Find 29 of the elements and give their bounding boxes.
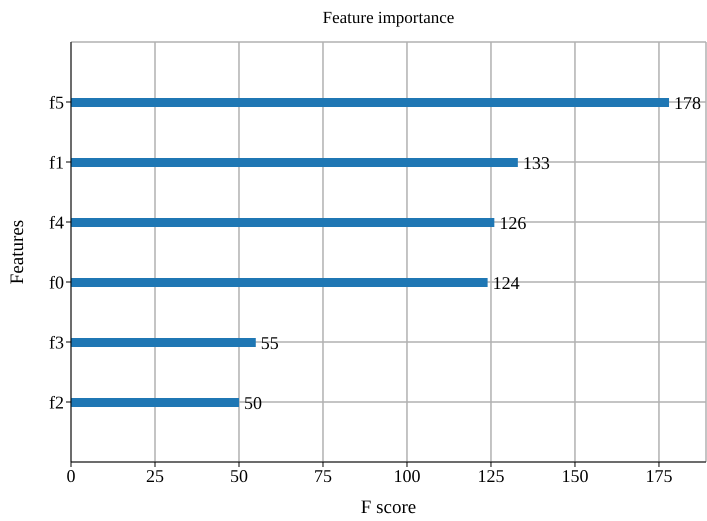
y-tick-label: f3 — [49, 332, 64, 352]
data-label: 124 — [492, 272, 520, 293]
bar — [71, 278, 488, 287]
chart-title: Feature importance — [322, 8, 456, 28]
y-tick-label: f2 — [49, 392, 64, 412]
bar — [71, 98, 670, 107]
x-tick-label: 25 — [146, 466, 164, 486]
y-tick-label: f1 — [49, 152, 64, 172]
x-tick-label: 125 — [477, 466, 504, 486]
y-tick-label: f4 — [49, 212, 64, 232]
bar — [71, 218, 494, 227]
bar — [71, 398, 239, 407]
y-tick-label: f5 — [49, 92, 64, 112]
x-tick-label: 50 — [230, 466, 248, 486]
y-axis-title: Features — [6, 218, 29, 286]
data-label: 55 — [260, 332, 279, 353]
data-label: 126 — [499, 212, 526, 233]
x-axis-title: F score — [360, 497, 418, 519]
data-label: 178 — [674, 92, 702, 113]
x-tick-label: 175 — [645, 466, 672, 486]
bar — [71, 338, 256, 347]
data-label: 50 — [244, 392, 262, 413]
bar — [71, 158, 518, 167]
x-tick-label: 100 — [393, 466, 420, 486]
data-label: 133 — [522, 152, 550, 173]
y-tick-label: f0 — [49, 272, 64, 292]
x-tick-label: 0 — [66, 466, 76, 486]
x-tick-label: 75 — [314, 466, 332, 486]
x-tick-label: 150 — [561, 466, 588, 486]
